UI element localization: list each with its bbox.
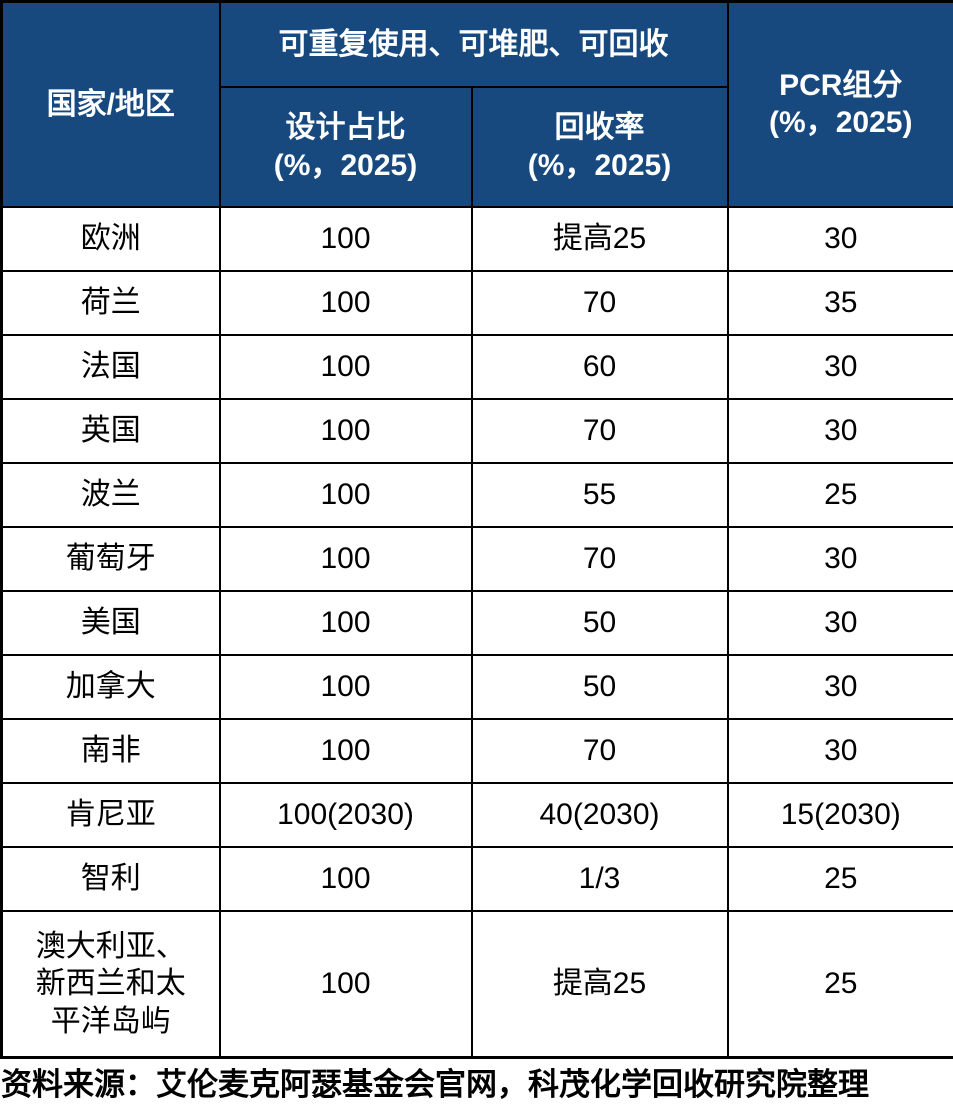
region-cell: 智利 xyxy=(2,847,220,911)
recycle-cell: 40(2030) xyxy=(472,783,728,847)
region-cell: 澳大利亚、 新西兰和太 平洋岛屿 xyxy=(2,911,220,1058)
pcr-cell: 25 xyxy=(728,847,953,911)
col-header-recycle-unit: (%，2025) xyxy=(475,147,725,185)
col-header-design: 设计占比 (%，2025) xyxy=(220,87,472,207)
design-cell: 100 xyxy=(220,399,472,463)
design-cell: 100 xyxy=(220,527,472,591)
recycle-cell: 提高25 xyxy=(472,207,728,271)
region-cell: 肯尼亚 xyxy=(2,783,220,847)
table-row: 欧洲 100 提高25 30 xyxy=(2,207,953,271)
design-cell: 100 xyxy=(220,847,472,911)
region-cell: 荷兰 xyxy=(2,271,220,335)
design-cell: 100 xyxy=(220,655,472,719)
design-cell: 100 xyxy=(220,271,472,335)
design-cell: 100 xyxy=(220,463,472,527)
table-row: 加拿大 100 50 30 xyxy=(2,655,953,719)
recycle-cell: 1/3 xyxy=(472,847,728,911)
col-header-pcr-title: PCR组分 xyxy=(731,67,952,105)
table-row: 南非 100 70 30 xyxy=(2,719,953,783)
table-row: 肯尼亚 100(2030) 40(2030) 15(2030) xyxy=(2,783,953,847)
pcr-cell: 30 xyxy=(728,655,953,719)
design-cell: 100 xyxy=(220,207,472,271)
region-cell: 欧洲 xyxy=(2,207,220,271)
table-row: 波兰 100 55 25 xyxy=(2,463,953,527)
col-header-group: 可重复使用、可堆肥、可回收 xyxy=(220,2,728,87)
recycle-cell: 70 xyxy=(472,271,728,335)
col-header-country: 国家/地区 xyxy=(2,2,220,207)
source-note: 资料来源：艾伦麦克阿瑟基金会官网，科茂化学回收研究院整理 xyxy=(0,1059,953,1104)
col-header-recycle: 回收率 (%，2025) xyxy=(472,87,728,207)
recycle-cell: 70 xyxy=(472,527,728,591)
pcr-cell: 30 xyxy=(728,335,953,399)
pcr-cell: 25 xyxy=(728,911,953,1058)
region-cell: 美国 xyxy=(2,591,220,655)
pcr-cell: 30 xyxy=(728,399,953,463)
recycle-cell: 提高25 xyxy=(472,911,728,1058)
pcr-cell: 30 xyxy=(728,527,953,591)
table-body: 欧洲 100 提高25 30 荷兰 100 70 35 法国 100 60 30… xyxy=(2,207,953,1058)
pcr-cell: 30 xyxy=(728,719,953,783)
recycle-cell: 70 xyxy=(472,719,728,783)
recycle-cell: 50 xyxy=(472,655,728,719)
region-cell: 波兰 xyxy=(2,463,220,527)
region-cell: 英国 xyxy=(2,399,220,463)
col-header-design-title: 设计占比 xyxy=(223,109,469,147)
pcr-cell: 30 xyxy=(728,207,953,271)
design-cell: 100 xyxy=(220,591,472,655)
col-header-pcr: PCR组分 (%，2025) xyxy=(728,2,953,207)
pcr-cell: 25 xyxy=(728,463,953,527)
table-row: 澳大利亚、 新西兰和太 平洋岛屿 100 提高25 25 xyxy=(2,911,953,1058)
recycle-cell: 70 xyxy=(472,399,728,463)
design-cell: 100 xyxy=(220,911,472,1058)
recycle-cell: 55 xyxy=(472,463,728,527)
table-row: 智利 100 1/3 25 xyxy=(2,847,953,911)
col-header-recycle-title: 回收率 xyxy=(475,109,725,147)
region-cell: 葡萄牙 xyxy=(2,527,220,591)
design-cell: 100 xyxy=(220,335,472,399)
table-row: 法国 100 60 30 xyxy=(2,335,953,399)
region-cell: 南非 xyxy=(2,719,220,783)
recycle-cell: 50 xyxy=(472,591,728,655)
table-row: 葡萄牙 100 70 30 xyxy=(2,527,953,591)
design-cell: 100(2030) xyxy=(220,783,472,847)
pcr-cell: 35 xyxy=(728,271,953,335)
table-row: 英国 100 70 30 xyxy=(2,399,953,463)
design-cell: 100 xyxy=(220,719,472,783)
table-header: 国家/地区 可重复使用、可堆肥、可回收 PCR组分 (%，2025) 设计占比 … xyxy=(2,2,953,207)
col-header-design-unit: (%，2025) xyxy=(223,147,469,185)
table-row: 美国 100 50 30 xyxy=(2,591,953,655)
region-cell: 法国 xyxy=(2,335,220,399)
region-cell: 加拿大 xyxy=(2,655,220,719)
pcr-cell: 30 xyxy=(728,591,953,655)
recycle-cell: 60 xyxy=(472,335,728,399)
packaging-targets-table: 国家/地区 可重复使用、可堆肥、可回收 PCR组分 (%，2025) 设计占比 … xyxy=(0,0,953,1059)
pcr-cell: 15(2030) xyxy=(728,783,953,847)
col-header-pcr-unit: (%，2025) xyxy=(731,104,952,142)
table-row: 荷兰 100 70 35 xyxy=(2,271,953,335)
